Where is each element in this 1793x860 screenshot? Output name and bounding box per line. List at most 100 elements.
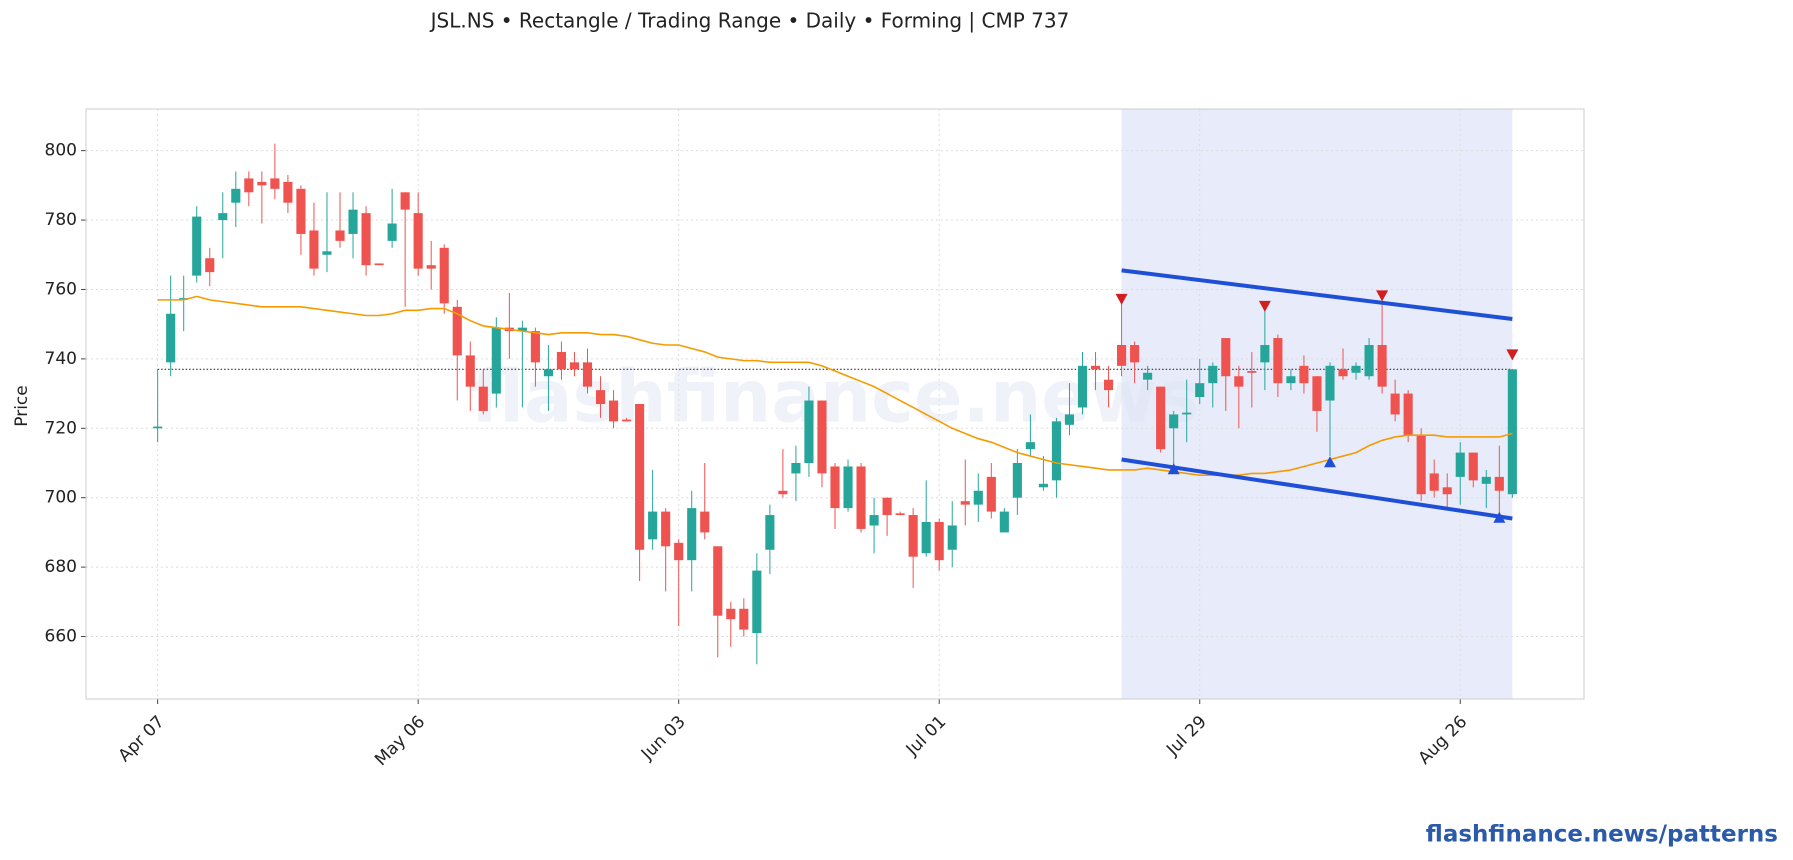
- candle-body: [569, 362, 580, 370]
- candle-body: [739, 608, 749, 630]
- y-tick-label: 720: [45, 418, 77, 438]
- candle-body: [1051, 421, 1062, 481]
- candle-body: [765, 515, 775, 550]
- candle-body: [921, 522, 931, 554]
- candle-body: [1455, 452, 1465, 477]
- candle-body: [674, 542, 684, 561]
- watermark: flashfinance.news: [471, 355, 1200, 439]
- candle-body: [817, 400, 827, 474]
- candle-body: [700, 511, 710, 533]
- candle-body: [648, 511, 658, 540]
- y-axis-label: Price: [12, 385, 32, 426]
- candle-body: [635, 404, 645, 550]
- candle-body: [1064, 414, 1075, 425]
- candle-body: [856, 466, 866, 529]
- candle-body: [1416, 435, 1426, 495]
- candle-body: [491, 327, 501, 394]
- candle-body: [726, 608, 736, 620]
- candle-body: [869, 515, 879, 526]
- x-tick-label: May 06: [371, 712, 429, 770]
- y-tick-label: 800: [45, 141, 77, 161]
- candle-body: [1117, 345, 1127, 366]
- candle-body: [1025, 442, 1035, 450]
- candle-body: [517, 327, 527, 332]
- candle-body: [608, 400, 619, 422]
- candle-body: [1260, 345, 1270, 363]
- candle-body: [582, 362, 593, 387]
- candle-body: [205, 258, 215, 273]
- candle-body: [1481, 476, 1491, 484]
- candle-body: [1325, 365, 1335, 401]
- candle-body: [1143, 372, 1153, 380]
- candle-body: [1299, 365, 1309, 384]
- candle-body: [1182, 412, 1192, 415]
- candle-body: [218, 213, 228, 221]
- candle-body: [999, 511, 1009, 533]
- candle-body: [752, 570, 762, 634]
- candle-body: [882, 497, 892, 516]
- y-tick-label: 660: [45, 627, 77, 647]
- candle-body: [322, 251, 332, 255]
- peak-marker: [1376, 290, 1389, 302]
- candle-body: [934, 522, 944, 561]
- moving-average: [157, 295, 1513, 476]
- candle-body: [413, 213, 423, 269]
- candle-body: [1338, 369, 1348, 377]
- candle-body: [1273, 338, 1283, 384]
- candle-body: [804, 400, 814, 463]
- y-tick-label: 680: [45, 557, 77, 577]
- trendline: [1121, 457, 1513, 521]
- x-tick-label: Jul 01: [902, 712, 950, 760]
- peak-marker: [1115, 293, 1128, 305]
- candle-body: [465, 355, 475, 387]
- candle-body: [556, 351, 567, 370]
- candle-body: [1038, 483, 1048, 488]
- candle-body: [843, 466, 853, 509]
- candle-body: [309, 230, 319, 269]
- candle-body: [1351, 365, 1361, 373]
- candle-body: [1312, 376, 1322, 411]
- candle-body: [153, 426, 163, 429]
- chart-title: JSL.NS • Rectangle / Trading Range • Dai…: [429, 9, 1070, 33]
- candle-body: [1286, 376, 1296, 384]
- candle-body: [1364, 345, 1374, 377]
- candle-body: [1103, 379, 1114, 391]
- trendline: [1121, 268, 1513, 321]
- candle-body: [426, 265, 436, 269]
- x-tick-label: Jul 29: [1162, 712, 1210, 760]
- candle-body: [1247, 371, 1257, 373]
- candle-body: [1429, 473, 1439, 491]
- candle-body: [1390, 393, 1400, 415]
- candle-body: [1468, 452, 1478, 481]
- candle-body: [661, 511, 671, 547]
- candle-body: [452, 306, 462, 356]
- candle-body: [166, 313, 176, 363]
- candle-body: [1221, 338, 1231, 377]
- candle-body: [595, 390, 606, 404]
- candle-body: [986, 476, 996, 512]
- candle-body: [1012, 463, 1022, 498]
- candle-body: [1377, 345, 1387, 387]
- peak-marker: [1258, 300, 1271, 312]
- trough-marker: [1493, 511, 1506, 523]
- candle-body: [270, 178, 280, 189]
- y-tick-label: 760: [45, 279, 77, 299]
- candle-body: [960, 501, 970, 505]
- candle-body: [387, 223, 397, 241]
- peak-marker: [1506, 349, 1519, 361]
- candle-body: [257, 181, 267, 186]
- candle-body: [973, 490, 983, 505]
- candle-body: [1494, 476, 1504, 491]
- candle-body: [908, 515, 918, 557]
- candle-body: [348, 209, 358, 234]
- footer: flashfinance.news/patterns: [1426, 822, 1778, 848]
- candle-body: [1156, 386, 1166, 450]
- candle-body: [1442, 487, 1452, 495]
- trough-marker: [1323, 456, 1336, 468]
- candle-body: [478, 386, 488, 411]
- candle-body: [687, 508, 697, 561]
- candle-body: [283, 181, 293, 203]
- y-tick-label: 700: [45, 488, 77, 508]
- candle-body: [622, 419, 632, 422]
